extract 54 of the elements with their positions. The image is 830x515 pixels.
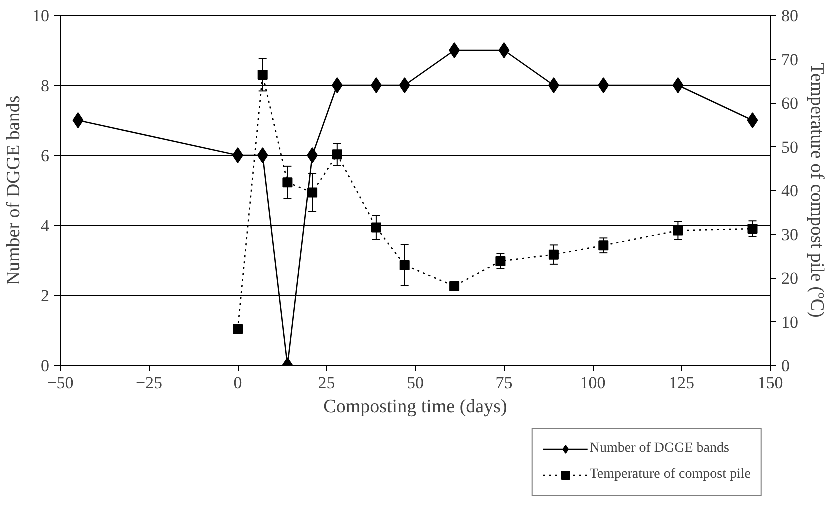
point xyxy=(282,178,293,188)
point xyxy=(332,150,342,160)
point xyxy=(308,188,318,198)
x-tick-label: −25 xyxy=(136,374,163,392)
y2-tick-label: 70 xyxy=(782,50,798,70)
point xyxy=(450,281,460,292)
point xyxy=(370,78,382,94)
point xyxy=(258,70,268,80)
x-axis-title: Composting time (days) xyxy=(324,396,508,418)
point xyxy=(233,324,243,334)
point xyxy=(672,78,684,94)
y2-tick-label: 20 xyxy=(782,269,798,288)
point xyxy=(748,224,758,234)
point xyxy=(496,256,506,266)
x-tick-label: 25 xyxy=(318,374,336,392)
point xyxy=(449,42,460,58)
legend-label: Number of DGGE bands xyxy=(590,441,730,457)
point xyxy=(307,148,318,164)
point xyxy=(400,260,410,270)
y2-tick-label: 50 xyxy=(782,138,798,157)
y-axis-title: Number of DGGE bands xyxy=(4,96,24,286)
point xyxy=(673,226,684,236)
y-tick-label: 4 xyxy=(41,216,50,236)
point xyxy=(498,42,510,58)
y-tick-label: 6 xyxy=(41,146,50,166)
y-tick-label: 10 xyxy=(32,6,50,26)
x-tick-label: 100 xyxy=(580,374,606,392)
y2-tick-label: 80 xyxy=(782,6,798,26)
y2-tick-label: 10 xyxy=(782,312,798,332)
y2-axis-title: Temperature of compost pile (ºC) xyxy=(806,63,828,318)
point xyxy=(332,78,343,94)
x-tick-label: 0 xyxy=(234,374,242,392)
y-tick-label: 0 xyxy=(41,356,50,376)
point xyxy=(72,112,84,128)
point xyxy=(371,222,382,233)
y-tick-label: 2 xyxy=(41,286,50,306)
legend-label: Temperature of compost pile xyxy=(590,467,751,483)
y2-tick-label: 30 xyxy=(782,225,798,244)
point xyxy=(548,250,559,260)
x-tick-label: 150 xyxy=(758,374,784,392)
y2-tick-label: 60 xyxy=(782,94,798,113)
point xyxy=(598,78,610,94)
point xyxy=(548,78,560,94)
x-tick-label: 75 xyxy=(496,374,513,392)
x-tick-label: 50 xyxy=(407,374,424,392)
y-tick-label: 8 xyxy=(41,76,50,96)
point xyxy=(399,78,410,94)
point xyxy=(747,112,758,128)
x-tick-label: −50 xyxy=(47,374,74,392)
x-tick-label: 125 xyxy=(669,374,694,392)
y2-tick-label: 40 xyxy=(782,182,798,200)
point xyxy=(598,240,609,251)
point xyxy=(257,148,268,164)
y2-tick-label: 0 xyxy=(782,356,790,376)
